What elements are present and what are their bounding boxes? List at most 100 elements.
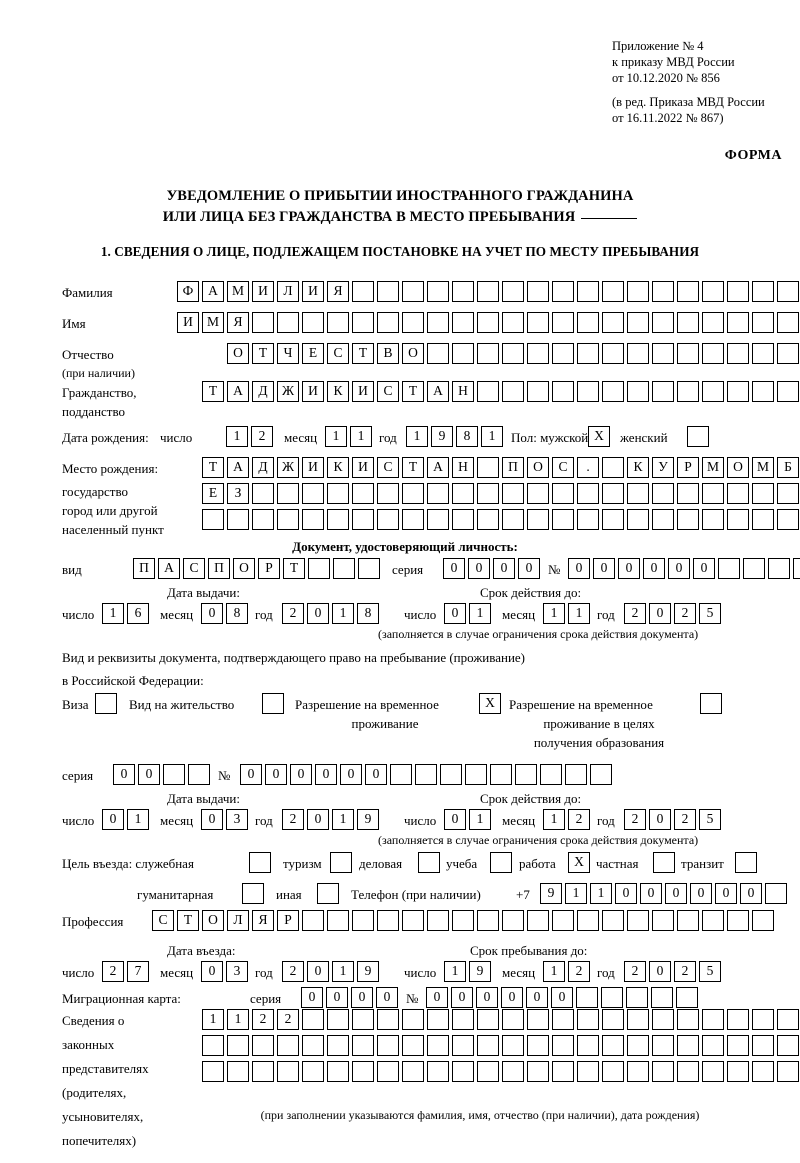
input-legal-rep-row-2[interactable]	[202, 1035, 799, 1056]
char-cell[interactable]: Р	[277, 910, 299, 931]
char-cell[interactable]	[377, 1009, 399, 1030]
char-cell[interactable]	[358, 558, 380, 579]
char-cell[interactable]: 1	[227, 1009, 249, 1030]
char-cell[interactable]	[752, 312, 774, 333]
char-cell[interactable]: 2	[674, 809, 696, 830]
char-cell[interactable]: 0	[715, 883, 737, 904]
char-cell[interactable]: С	[327, 343, 349, 364]
char-cell[interactable]	[552, 312, 574, 333]
char-cell[interactable]: С	[377, 381, 399, 402]
char-cell[interactable]	[552, 343, 574, 364]
char-cell[interactable]: А	[202, 281, 224, 302]
char-cell[interactable]	[377, 509, 399, 530]
char-cell[interactable]: А	[427, 457, 449, 478]
char-cell[interactable]: Т	[352, 343, 374, 364]
char-cell[interactable]: И	[302, 457, 324, 478]
char-cell[interactable]: М	[202, 312, 224, 333]
char-cell[interactable]	[427, 910, 449, 931]
char-cell[interactable]: И	[352, 381, 374, 402]
char-cell[interactable]: И	[302, 381, 324, 402]
char-cell[interactable]	[477, 1009, 499, 1030]
char-cell[interactable]	[677, 343, 699, 364]
char-cell[interactable]	[702, 1035, 724, 1056]
char-cell[interactable]: П	[502, 457, 524, 478]
char-cell[interactable]	[552, 1061, 574, 1082]
char-cell[interactable]	[302, 483, 324, 504]
char-cell[interactable]: 1	[481, 426, 503, 447]
char-cell[interactable]	[590, 764, 612, 785]
char-cell[interactable]: 9	[540, 883, 562, 904]
char-cell[interactable]	[676, 987, 698, 1008]
char-cell[interactable]	[202, 509, 224, 530]
char-cell[interactable]	[652, 281, 674, 302]
char-cell[interactable]	[477, 343, 499, 364]
char-cell[interactable]	[502, 483, 524, 504]
char-cell[interactable]: 0	[518, 558, 540, 579]
char-cell[interactable]: В	[377, 343, 399, 364]
char-cell[interactable]	[527, 509, 549, 530]
char-cell[interactable]	[577, 312, 599, 333]
char-cell[interactable]: 7	[127, 961, 149, 982]
char-cell[interactable]: Л	[277, 281, 299, 302]
char-cell[interactable]	[577, 483, 599, 504]
char-cell[interactable]	[252, 509, 274, 530]
char-cell[interactable]	[627, 343, 649, 364]
char-cell[interactable]	[793, 558, 800, 579]
char-cell[interactable]: 1	[444, 961, 466, 982]
char-cell[interactable]	[427, 509, 449, 530]
char-cell[interactable]: С	[552, 457, 574, 478]
char-cell[interactable]	[327, 509, 349, 530]
char-cell[interactable]: Я	[227, 312, 249, 333]
char-cell[interactable]: Н	[452, 457, 474, 478]
char-cell[interactable]	[777, 343, 799, 364]
char-cell[interactable]	[377, 281, 399, 302]
char-cell[interactable]	[652, 483, 674, 504]
char-cell[interactable]	[652, 509, 674, 530]
char-cell[interactable]: 0	[649, 809, 671, 830]
char-cell[interactable]: 0	[643, 558, 665, 579]
char-cell[interactable]	[677, 1035, 699, 1056]
char-cell[interactable]: 3	[226, 961, 248, 982]
char-cell[interactable]	[702, 1061, 724, 1082]
checkbox-purpose-other[interactable]	[317, 883, 339, 904]
char-cell[interactable]	[627, 381, 649, 402]
char-cell[interactable]: З	[227, 483, 249, 504]
checkbox-visa[interactable]	[95, 693, 117, 714]
char-cell[interactable]: П	[133, 558, 155, 579]
char-cell[interactable]	[327, 910, 349, 931]
char-cell[interactable]: 0	[301, 987, 323, 1008]
char-cell[interactable]	[702, 1009, 724, 1030]
char-cell[interactable]: М	[702, 457, 724, 478]
char-cell[interactable]: У	[652, 457, 674, 478]
char-cell[interactable]: 1	[332, 961, 354, 982]
char-cell[interactable]	[188, 764, 210, 785]
char-cell[interactable]: 0	[568, 558, 590, 579]
char-cell[interactable]	[540, 764, 562, 785]
char-cell[interactable]: О	[233, 558, 255, 579]
char-cell[interactable]	[677, 312, 699, 333]
char-cell[interactable]	[552, 910, 574, 931]
char-cell[interactable]	[602, 1035, 624, 1056]
char-cell[interactable]	[565, 764, 587, 785]
char-cell[interactable]	[777, 381, 799, 402]
checkbox-purpose-business[interactable]	[418, 852, 440, 873]
char-cell[interactable]	[333, 558, 355, 579]
char-cell[interactable]	[552, 1009, 574, 1030]
char-cell[interactable]	[651, 987, 673, 1008]
checkbox-purpose-tourism[interactable]	[330, 852, 352, 873]
char-cell[interactable]	[677, 509, 699, 530]
char-cell[interactable]	[502, 509, 524, 530]
char-cell[interactable]: О	[527, 457, 549, 478]
char-cell[interactable]	[602, 483, 624, 504]
char-cell[interactable]: 0	[426, 987, 448, 1008]
char-cell[interactable]	[765, 883, 787, 904]
char-cell[interactable]: Ж	[277, 381, 299, 402]
char-cell[interactable]	[527, 910, 549, 931]
char-cell[interactable]: 2	[674, 603, 696, 624]
